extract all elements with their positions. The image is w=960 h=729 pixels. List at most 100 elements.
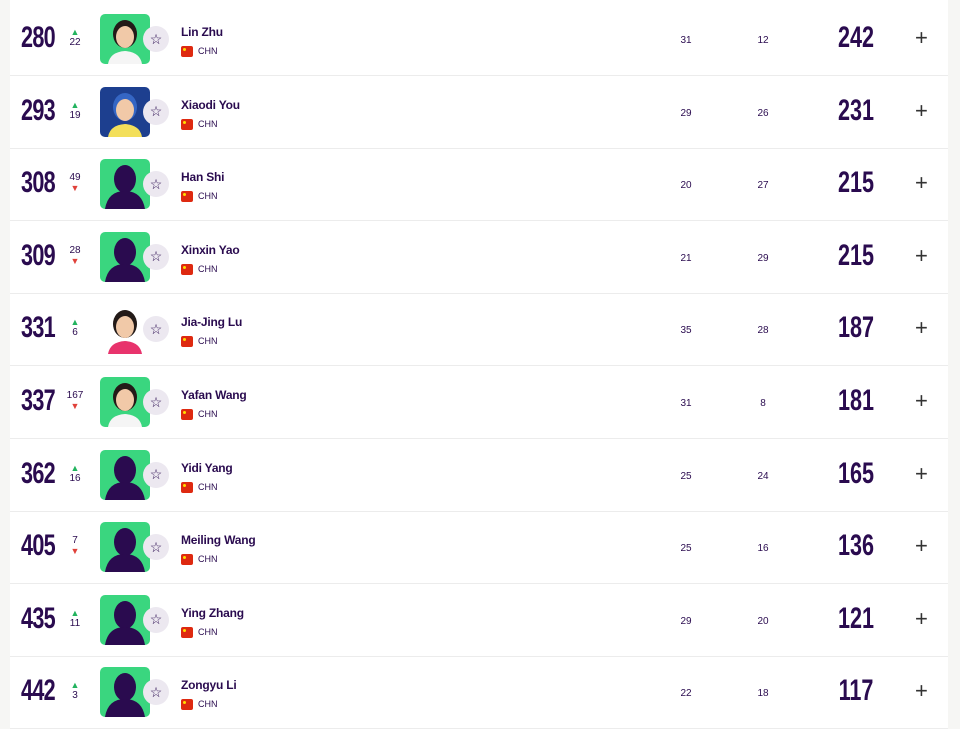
rank-change: 11 xyxy=(69,617,81,629)
rank-movement: ▲ 3 xyxy=(64,680,86,701)
rank-change: 7 xyxy=(72,535,78,547)
rank: 435 xyxy=(21,601,56,635)
arrow-up-icon: ▲ xyxy=(70,317,80,328)
star-icon[interactable]: ☆ xyxy=(143,606,169,633)
stat-2: 28 xyxy=(757,325,769,337)
points: 181 xyxy=(837,384,875,417)
stat-1: 29 xyxy=(680,107,692,119)
rank: 405 xyxy=(21,529,56,563)
arrow-up-icon: ▲ xyxy=(70,27,80,37)
expand-plus-icon[interactable]: + xyxy=(915,170,928,196)
expand-plus-icon[interactable]: + xyxy=(915,388,928,413)
flag-icon xyxy=(181,46,193,57)
rank-change: 16 xyxy=(69,472,81,484)
rank-movement: 28 ▼ xyxy=(64,245,86,266)
star-icon[interactable]: ☆ xyxy=(143,171,169,198)
rank-movement: 7 ▼ xyxy=(64,535,86,556)
country-code: CHN xyxy=(198,118,218,129)
rank-change: 28 xyxy=(69,244,81,256)
table-row[interactable]: 362 ▲ 16 ☆ Yidi Yang CHN 25 24 165 + xyxy=(10,439,948,512)
table-row[interactable]: 442 ▲ 3 ☆ Zongyu Li CHN 22 18 117 + xyxy=(10,656,948,729)
stat-2: 24 xyxy=(757,470,769,482)
player-avatar[interactable] xyxy=(100,304,150,355)
star-icon[interactable]: ☆ xyxy=(143,389,169,415)
points: 165 xyxy=(837,456,875,490)
player-avatar[interactable] xyxy=(100,594,150,645)
expand-plus-icon[interactable]: + xyxy=(915,242,928,268)
player-name[interactable]: Jia-Jing Lu xyxy=(181,315,243,330)
star-icon[interactable]: ☆ xyxy=(143,98,169,125)
player-name[interactable]: Ying Zhang xyxy=(181,605,244,620)
table-row[interactable]: 293 ▲ 19 ☆ Xiaodi You CHN 29 26 231 + xyxy=(10,76,948,149)
table-row[interactable]: 331 ▲ 6 ☆ Jia-Jing Lu CHN 35 28 187 + xyxy=(10,293,948,367)
rank: 309 xyxy=(21,238,56,272)
table-row[interactable]: 308 49 ▼ ☆ Han Shi CHN 20 27 215 + xyxy=(10,148,948,222)
rank-movement: ▲ 22 xyxy=(64,27,86,48)
arrow-up-icon: ▲ xyxy=(70,99,80,110)
flag-icon xyxy=(181,336,193,348)
rank: 280 xyxy=(21,21,56,54)
rank: 442 xyxy=(21,674,56,708)
player-name[interactable]: Xinxin Yao xyxy=(181,242,240,257)
player-name[interactable]: Yidi Yang xyxy=(181,460,233,475)
player-name[interactable]: Meiling Wang xyxy=(181,533,256,548)
stat-1: 35 xyxy=(680,325,692,337)
table-row[interactable]: 280 ▲ 22 ☆ Lin Zhu CHN 31 12 242 + xyxy=(10,3,948,76)
player-avatar[interactable] xyxy=(100,14,150,64)
rank-movement: ▲ 19 xyxy=(64,100,86,121)
player-name[interactable]: Yafan Wang xyxy=(181,388,247,402)
player-avatar[interactable] xyxy=(100,449,150,500)
rank: 362 xyxy=(21,456,56,490)
star-icon[interactable]: ☆ xyxy=(143,316,169,343)
player-avatar[interactable] xyxy=(100,86,150,137)
player-avatar[interactable] xyxy=(100,377,150,427)
expand-plus-icon[interactable]: + xyxy=(915,97,928,123)
points: 136 xyxy=(837,529,875,563)
country-code: CHN xyxy=(198,554,218,565)
stat-2: 26 xyxy=(757,107,769,119)
expand-plus-icon[interactable]: + xyxy=(915,460,928,486)
stat-2: 20 xyxy=(757,615,769,627)
player-avatar[interactable] xyxy=(100,667,150,718)
flag-icon xyxy=(181,118,193,130)
player-name[interactable]: Han Shi xyxy=(181,170,225,185)
flag-icon xyxy=(181,191,193,203)
arrow-up-icon: ▲ xyxy=(70,462,80,473)
points: 215 xyxy=(837,166,875,200)
expand-plus-icon[interactable]: + xyxy=(915,315,928,341)
stat-2: 12 xyxy=(757,35,769,46)
expand-plus-icon[interactable]: + xyxy=(915,605,928,631)
rank-change: 167 xyxy=(66,390,84,401)
rank: 337 xyxy=(21,384,56,417)
points: 187 xyxy=(837,311,875,345)
rank-change: 3 xyxy=(72,690,78,702)
expand-plus-icon[interactable]: + xyxy=(915,533,928,559)
table-row[interactable]: 435 ▲ 11 ☆ Ying Zhang CHN 29 20 121 + xyxy=(10,584,948,657)
star-icon[interactable]: ☆ xyxy=(143,26,169,52)
rank-movement: 167 ▼ xyxy=(64,390,86,411)
player-name[interactable]: Lin Zhu xyxy=(181,25,223,39)
stat-2: 27 xyxy=(757,180,769,192)
player-name[interactable]: Zongyu Li xyxy=(181,678,237,693)
stat-2: 29 xyxy=(757,252,769,264)
table-row[interactable]: 309 28 ▼ ☆ Xinxin Yao CHN 21 29 215 + xyxy=(10,221,948,294)
player-avatar[interactable] xyxy=(100,159,150,210)
player-name[interactable]: Xiaodi You xyxy=(181,97,240,112)
expand-plus-icon[interactable]: + xyxy=(915,25,928,50)
flag-icon xyxy=(181,481,193,493)
table-row[interactable]: 337 167 ▼ ☆ Yafan Wang CHN 31 8 181 + xyxy=(10,366,948,439)
star-icon[interactable]: ☆ xyxy=(143,243,169,270)
player-avatar[interactable] xyxy=(100,231,150,282)
table-row[interactable]: 405 7 ▼ ☆ Meiling Wang CHN 25 16 136 + xyxy=(10,511,948,585)
stat-1: 31 xyxy=(680,398,692,409)
player-avatar[interactable] xyxy=(100,522,150,573)
star-icon[interactable]: ☆ xyxy=(143,679,169,706)
flag-icon xyxy=(181,626,193,638)
rank-movement: 49 ▼ xyxy=(64,172,86,193)
points: 231 xyxy=(837,93,875,127)
rank-change: 19 xyxy=(69,109,81,121)
star-icon[interactable]: ☆ xyxy=(143,461,169,488)
expand-plus-icon[interactable]: + xyxy=(915,678,928,704)
star-icon[interactable]: ☆ xyxy=(143,534,169,561)
rank-movement: ▲ 6 xyxy=(64,317,86,338)
